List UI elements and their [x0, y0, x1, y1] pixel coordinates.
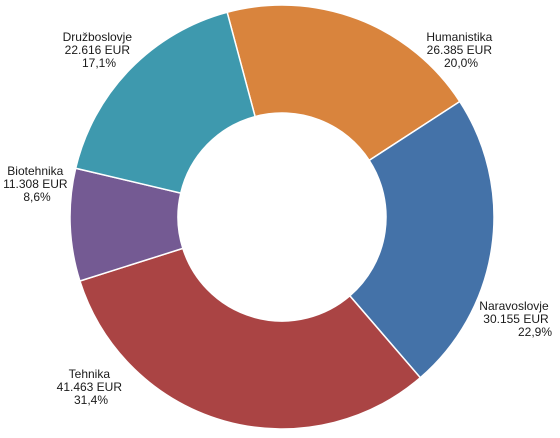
slice-value-label: 22.616 EUR	[65, 43, 131, 57]
slice-name: Družboslovje	[63, 30, 133, 44]
slice-name: Humanistika	[426, 30, 492, 44]
slice-percent-label: 8,6%	[23, 190, 51, 204]
label-biotehnika: Biotehnika 11.308 EUR 8,6%	[3, 164, 71, 204]
label-tehnika: Tehnika 41.463 EUR 31,4%	[57, 367, 126, 407]
slice-name: Naravoslovje	[479, 299, 549, 313]
label-druzboslovje: Družboslovje 22.616 EUR 17,1%	[63, 30, 136, 70]
donut-slices	[69, 4, 495, 430]
slice-value-label: 26.385 EUR	[427, 43, 493, 57]
slice-name: Biotehnika	[7, 164, 63, 178]
slice-value-label: 11.308 EUR	[3, 177, 68, 191]
slice-druzboslovje	[74, 11, 257, 195]
slice-naravoslovje	[348, 100, 495, 379]
slice-percent-label: 17,1%	[82, 56, 116, 70]
slice-name: Tehnika	[69, 367, 111, 381]
slice-percent-label: 20,0%	[444, 56, 478, 70]
slice-value-label: 41.463 EUR	[57, 380, 123, 394]
slice-value-label: 30.155 EUR	[483, 312, 549, 326]
label-naravoslovje: Naravoslovje 30.155 EUR 22,9%	[479, 299, 552, 339]
slice-percent-label: 31,4%	[74, 393, 108, 407]
slice-humanistika	[226, 4, 461, 162]
slice-tehnika	[78, 247, 422, 430]
slice-percent-label: 22,9%	[518, 325, 552, 339]
label-humanistika: Humanistika 26.385 EUR 20,0%	[426, 30, 495, 70]
